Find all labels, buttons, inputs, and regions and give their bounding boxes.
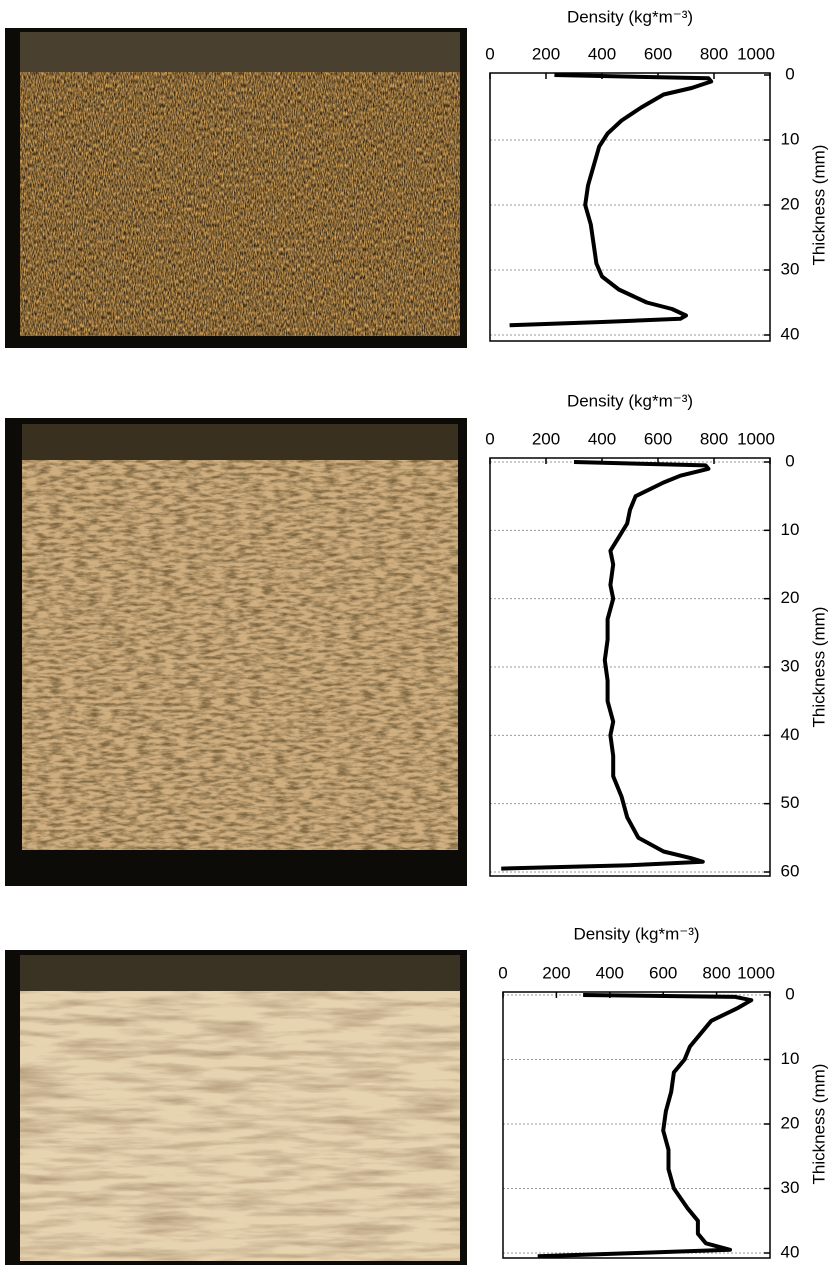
sample-photo xyxy=(5,28,467,348)
x-tick-label: 600 xyxy=(644,44,672,63)
density-profile xyxy=(509,73,714,328)
y-tick-label: 40 xyxy=(781,1242,800,1261)
density-profile xyxy=(501,460,711,871)
y-tick-label: 30 xyxy=(781,656,800,675)
x-tick-label: 600 xyxy=(644,429,672,448)
x-tick-label: 1000 xyxy=(737,963,775,982)
sample-photo xyxy=(5,418,467,886)
plot-frame xyxy=(489,457,771,877)
y-tick-label: 10 xyxy=(781,1049,800,1068)
axis-title: Thickness (mm) xyxy=(809,1064,828,1185)
x-tick-label: 1000 xyxy=(737,44,775,63)
chart-title: Density (kg*m⁻³) xyxy=(567,391,693,410)
x-tick-label: 800 xyxy=(700,44,728,63)
axis-title: Thickness (mm) xyxy=(809,145,828,266)
y-tick-label: 20 xyxy=(781,1113,800,1132)
x-tick-label: 200 xyxy=(542,963,570,982)
x-tick-label: 800 xyxy=(700,429,728,448)
chart-title: Density (kg*m⁻³) xyxy=(573,924,699,943)
y-tick-label: 30 xyxy=(781,1178,800,1197)
x-tick-label: 400 xyxy=(596,963,624,982)
plot-frame xyxy=(502,991,771,1259)
x-tick-label: 400 xyxy=(588,44,616,63)
y-tick-label: 60 xyxy=(781,861,800,880)
y-tick-label: 10 xyxy=(781,520,800,539)
x-tick-label: 600 xyxy=(649,963,677,982)
y-tick-label: 10 xyxy=(781,129,800,148)
y-tick-label: 30 xyxy=(781,259,800,278)
y-tick-label: 0 xyxy=(785,984,794,1003)
axis-title: Thickness (mm) xyxy=(809,607,828,728)
x-tick-label: 200 xyxy=(532,429,560,448)
y-tick-label: 0 xyxy=(785,64,794,83)
y-tick-label: 40 xyxy=(781,725,800,744)
x-tick-label: 0 xyxy=(485,44,494,63)
y-tick-label: 50 xyxy=(781,793,800,812)
x-tick-label: 200 xyxy=(532,44,560,63)
x-tick-label: 800 xyxy=(702,963,730,982)
y-tick-label: 40 xyxy=(781,324,800,343)
x-tick-label: 0 xyxy=(485,429,494,448)
x-tick-label: 400 xyxy=(588,429,616,448)
y-tick-label: 20 xyxy=(781,194,800,213)
y-tick-label: 20 xyxy=(781,588,800,607)
density-profile xyxy=(537,993,754,1259)
y-tick-label: 0 xyxy=(785,451,794,470)
x-tick-label: 1000 xyxy=(737,429,775,448)
x-tick-label: 0 xyxy=(498,963,507,982)
plot-frame xyxy=(489,72,771,342)
chart-title: Density (kg*m⁻³) xyxy=(567,7,693,26)
sample-photo xyxy=(5,950,467,1265)
